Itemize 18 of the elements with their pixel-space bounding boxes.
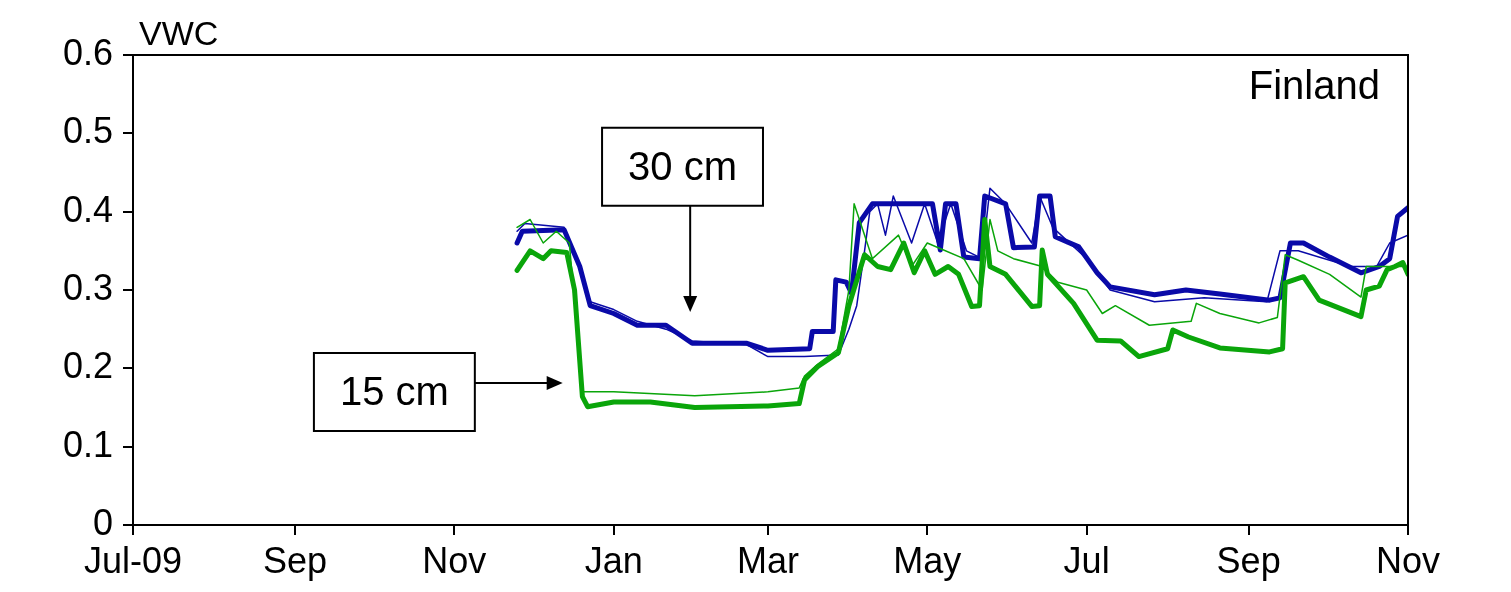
annotation: 15 cm (339, 369, 449, 414)
x-tick-label: May (893, 539, 962, 581)
annotation: Finland (1248, 62, 1380, 107)
y-tick-label: 0.4 (62, 188, 113, 230)
x-tick-label: Mar (736, 539, 799, 581)
y-tick-label: 0.2 (62, 345, 113, 387)
x-tick-label: Sep (1216, 539, 1281, 581)
y-tick-label: 0.1 (62, 423, 113, 465)
annotation: 30 cm (628, 143, 737, 188)
x-tick-label: Nov (1375, 539, 1441, 581)
y-tick-label: 0.6 (62, 31, 113, 73)
x-tick-label: Jul (1063, 539, 1110, 581)
y-tick-label: 0.5 (62, 110, 113, 152)
x-tick-label: Sep (262, 539, 328, 581)
y-tick-label: 0.3 (62, 266, 113, 308)
x-tick-label: Nov (422, 539, 487, 581)
y-axis-title: VWC (139, 14, 219, 53)
x-tick-label: Jan (584, 539, 643, 581)
